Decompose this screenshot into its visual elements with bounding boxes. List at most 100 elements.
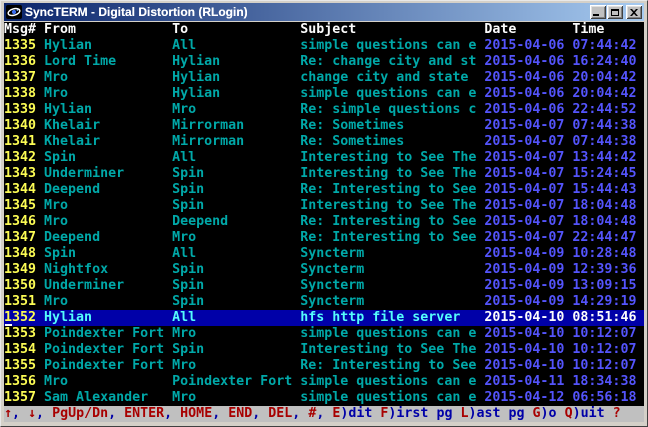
message-row[interactable]: 1341 Khelair Mirrorman Re: Sometimes 201… bbox=[4, 134, 644, 150]
close-button[interactable] bbox=[626, 5, 642, 19]
message-row[interactable]: 1345 Mro Spin Interesting to See The 201… bbox=[4, 198, 644, 214]
date-cell: 2015-04-10 bbox=[484, 358, 573, 373]
date-cell: 2015-04-06 bbox=[484, 38, 573, 53]
from-cell: Poindexter Fort bbox=[44, 326, 173, 341]
date-cell: 2015-04-09 bbox=[484, 294, 573, 309]
time-cell: 22:44:47 bbox=[572, 230, 637, 245]
msg-number-cell: 1336 bbox=[4, 54, 45, 69]
message-row[interactable]: 1348 Spin All Syncterm 2015-04-09 10:28:… bbox=[4, 246, 644, 262]
date-cell: 2015-04-07 bbox=[484, 150, 573, 165]
from-cell: Hylian bbox=[44, 310, 173, 325]
date-cell: 2015-04-09 bbox=[484, 278, 573, 293]
title-bar[interactable]: SyncTERM - Digital Distortion (RLogin) bbox=[4, 3, 644, 21]
message-row[interactable]: 1346 Mro Deepend Re: Interesting to See … bbox=[4, 214, 644, 230]
from-cell: Spin bbox=[44, 246, 173, 261]
time-cell: 15:44:43 bbox=[572, 182, 637, 197]
from-cell: Hylian bbox=[44, 102, 173, 117]
to-cell: Mro bbox=[172, 230, 301, 245]
time-cell: 13:44:42 bbox=[572, 150, 637, 165]
msg-number-cell: 1350 bbox=[4, 278, 45, 293]
time-cell: 07:44:38 bbox=[572, 134, 637, 149]
date-cell: 2015-04-07 bbox=[484, 118, 573, 133]
msg-number-cell: 1342 bbox=[4, 150, 45, 165]
message-row[interactable]: 1336 Lord Time Hylian Re: change city an… bbox=[4, 54, 644, 70]
time-cell: 10:12:07 bbox=[572, 342, 637, 357]
to-cell: All bbox=[172, 150, 301, 165]
message-row[interactable]: 1350 Underminer Spin Syncterm 2015-04-09… bbox=[4, 278, 644, 294]
date-cell: 2015-04-06 bbox=[484, 102, 573, 117]
date-cell: 2015-04-07 bbox=[484, 214, 573, 229]
date-cell: 2015-04-06 bbox=[484, 86, 573, 101]
syncterm-logo-icon[interactable] bbox=[6, 4, 22, 20]
maximize-icon bbox=[611, 8, 619, 16]
msg-number-cell: 1349 bbox=[4, 262, 45, 277]
message-row[interactable]: 1340 Khelair Mirrorman Re: Sometimes 201… bbox=[4, 118, 644, 134]
msg-number-cell: 1357 bbox=[4, 390, 45, 405]
to-cell: Hylian bbox=[172, 54, 301, 69]
from-cell: Lord Time bbox=[44, 54, 173, 69]
message-row[interactable]: 1355 Poindexter Fort Mro Re: Interesting… bbox=[4, 358, 644, 374]
status-text: , bbox=[316, 406, 333, 421]
to-cell: Spin bbox=[172, 166, 301, 181]
subject-cell: simple questions can e bbox=[300, 86, 485, 101]
subject-cell: Re: change city and st bbox=[300, 54, 485, 69]
date-cell: 2015-04-10 bbox=[484, 326, 573, 341]
to-cell: All bbox=[172, 310, 301, 325]
time-cell: 06:56:18 bbox=[572, 390, 637, 405]
minimize-button[interactable] bbox=[590, 5, 606, 19]
column-header: Msg# bbox=[4, 22, 45, 37]
msg-number-cell: 1355 bbox=[4, 358, 45, 373]
message-row[interactable]: 1335 Hylian All simple questions can e 2… bbox=[4, 38, 644, 54]
message-row[interactable]: 1343 Underminer Spin Interesting to See … bbox=[4, 166, 644, 182]
to-cell: Hylian bbox=[172, 70, 301, 85]
message-row[interactable]: 1342 Spin All Interesting to See The 201… bbox=[4, 150, 644, 166]
subject-cell: simple questions can e bbox=[300, 374, 485, 389]
message-row[interactable]: 1338 Mro Hylian simple questions can e 2… bbox=[4, 86, 644, 102]
message-row[interactable]: 1354 Poindexter Fort Spin Interesting to… bbox=[4, 342, 644, 358]
date-cell: 2015-04-07 bbox=[484, 166, 573, 181]
status-key: L bbox=[460, 406, 469, 421]
from-cell: Mro bbox=[44, 294, 173, 309]
status-key: Q bbox=[564, 406, 573, 421]
to-cell: Spin bbox=[172, 278, 301, 293]
date-cell: 2015-04-10 bbox=[484, 310, 573, 325]
date-cell: 2015-04-10 bbox=[484, 342, 573, 357]
message-row[interactable]: 1344 Deepend Spin Re: Interesting to See… bbox=[4, 182, 644, 198]
subject-cell: Syncterm bbox=[300, 294, 485, 309]
status-key: ↑ bbox=[4, 406, 13, 421]
time-cell: 08:51:46 bbox=[572, 310, 637, 325]
status-text: , bbox=[212, 406, 229, 421]
column-header: To bbox=[172, 22, 301, 37]
date-cell: 2015-04-07 bbox=[484, 182, 573, 197]
message-row[interactable]: 1357 Sam Alexander Mro simple questions … bbox=[4, 390, 644, 406]
date-cell: 2015-04-06 bbox=[484, 54, 573, 69]
time-cell: 18:04:48 bbox=[572, 198, 637, 213]
message-row[interactable]: 1339 Hylian Mro Re: simple questions c 2… bbox=[4, 102, 644, 118]
message-row[interactable]: 1351 Mro Spin Syncterm 2015-04-09 14:29:… bbox=[4, 294, 644, 310]
time-cell: 12:39:36 bbox=[572, 262, 637, 277]
time-cell: 22:44:52 bbox=[572, 102, 637, 117]
text-cursor bbox=[5, 324, 12, 326]
date-cell: 2015-04-06 bbox=[484, 70, 573, 85]
message-row-selected[interactable]: 1352 Hylian All hfs http file server 201… bbox=[4, 310, 644, 326]
column-header: Subject bbox=[300, 22, 485, 37]
message-row[interactable]: 1356 Mro Poindexter Fort simple question… bbox=[4, 374, 644, 390]
from-cell: Spin bbox=[44, 150, 173, 165]
time-cell: 18:04:48 bbox=[572, 214, 637, 229]
message-row[interactable]: 1353 Poindexter Fort Mro simple question… bbox=[4, 326, 644, 342]
from-cell: Deepend bbox=[44, 182, 173, 197]
msg-number-cell: 1351 bbox=[4, 294, 45, 309]
terminal-screen[interactable]: Msg# From To Subject Date Time 1335 Hylia… bbox=[4, 22, 644, 422]
message-row[interactable]: 1337 Mro Hylian change city and state 20… bbox=[4, 70, 644, 86]
time-cell: 07:44:42 bbox=[572, 38, 637, 53]
from-cell: Underminer bbox=[44, 166, 173, 181]
status-key: ? bbox=[612, 406, 621, 421]
time-cell: 13:09:15 bbox=[572, 278, 637, 293]
message-row[interactable]: 1347 Deepend Mro Re: Interesting to See … bbox=[4, 230, 644, 246]
from-cell: Underminer bbox=[44, 278, 173, 293]
maximize-button[interactable] bbox=[607, 5, 623, 19]
msg-number-cell: 1340 bbox=[4, 118, 45, 133]
message-row[interactable]: 1349 Nightfox Spin Syncterm 2015-04-09 1… bbox=[4, 262, 644, 278]
to-cell: Mro bbox=[172, 390, 301, 405]
status-text: , bbox=[12, 406, 29, 421]
